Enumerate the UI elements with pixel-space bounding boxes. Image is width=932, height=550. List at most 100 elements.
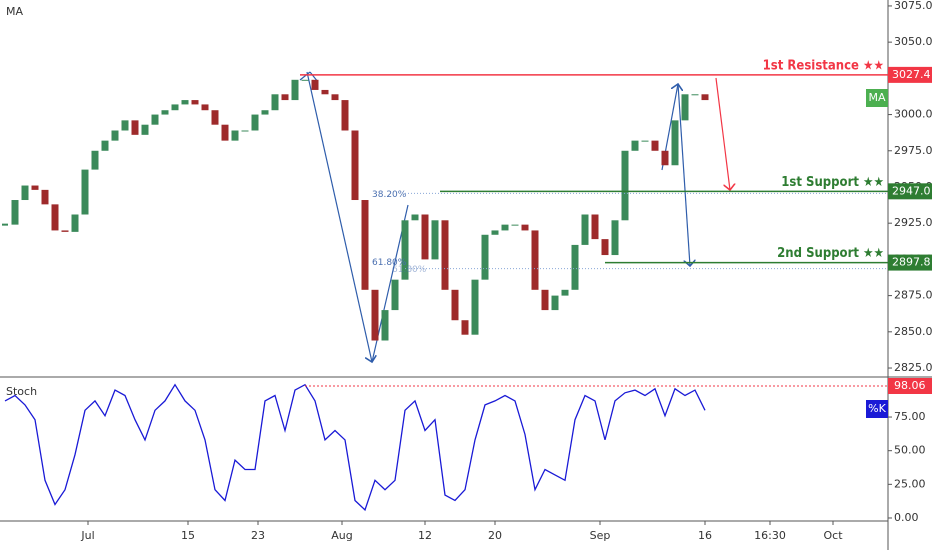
- x-tick-label: 16:30: [754, 529, 786, 542]
- ma-badge: [866, 89, 888, 107]
- candle: [111, 130, 119, 141]
- candle: [391, 279, 399, 311]
- trend-arrow: [306, 71, 372, 362]
- candle: [81, 169, 89, 215]
- candle: [581, 214, 589, 245]
- ma-badge-label: MA: [868, 91, 885, 104]
- candle: [31, 185, 39, 190]
- candle: [361, 200, 369, 290]
- candle: [51, 204, 59, 231]
- stoch-line: [4, 383, 706, 512]
- candle: [211, 110, 219, 125]
- candle: [371, 289, 379, 341]
- candle: [141, 124, 149, 135]
- candle: [181, 100, 189, 105]
- level-badge-label: 2897.8: [892, 256, 931, 269]
- y-tick-label: 2975.0: [894, 144, 932, 157]
- candle: [451, 289, 459, 321]
- candle: [311, 79, 319, 90]
- trend-arrow: [677, 83, 690, 266]
- candle: [41, 189, 49, 205]
- candle: [121, 120, 129, 131]
- level-badge: [888, 66, 932, 83]
- x-tick-label: 16: [698, 529, 712, 542]
- candle: [471, 279, 479, 335]
- candle: [91, 150, 99, 170]
- candle: [491, 230, 499, 235]
- candle: [521, 224, 529, 231]
- candle: [61, 230, 69, 232]
- y-tick-label: 2875.0: [894, 289, 932, 302]
- stoch-last-label: 98.06: [894, 379, 926, 392]
- x-tick-label: 12: [418, 529, 432, 542]
- candle: [231, 130, 239, 141]
- candle: [461, 320, 469, 335]
- candle: [131, 120, 139, 135]
- candle: [221, 124, 229, 141]
- candle: [161, 110, 169, 115]
- stoch-label: Stoch: [6, 385, 37, 398]
- candle: [651, 140, 659, 151]
- candle: [571, 244, 579, 290]
- candle: [281, 94, 289, 101]
- y-tick-label: 2850.0: [894, 325, 932, 338]
- stoch-last-badge: [888, 377, 932, 394]
- stoch-legend-badge: [866, 400, 888, 418]
- candle: [701, 94, 709, 101]
- x-tick-label: 15: [181, 529, 195, 542]
- candle: [511, 224, 519, 226]
- candle: [321, 89, 329, 95]
- level-badge: [888, 183, 932, 200]
- candle: [401, 220, 409, 280]
- candle: [541, 289, 549, 311]
- indicator-label: MA: [6, 5, 23, 18]
- candle: [251, 114, 259, 131]
- y-tick-label: 2925.0: [894, 216, 932, 229]
- candle: [11, 200, 19, 225]
- candle: [591, 214, 599, 240]
- candle: [561, 289, 569, 296]
- candle: [191, 100, 199, 105]
- candle: [501, 224, 509, 231]
- level-label: 2nd Support ★★: [777, 246, 884, 261]
- candle: [611, 220, 619, 256]
- candle: [101, 140, 109, 151]
- y-tick-label: 3050.0: [894, 35, 932, 48]
- x-tick-label: Jul: [80, 529, 94, 542]
- candle: [201, 104, 209, 111]
- x-tick-label: Oct: [823, 529, 843, 542]
- x-tick-label: 20: [488, 529, 502, 542]
- target-arrow: [715, 77, 730, 190]
- y2-tick-label: 75.00: [894, 410, 926, 423]
- candle: [551, 295, 559, 311]
- x-tick-label: Aug: [331, 529, 352, 542]
- candle: [351, 130, 359, 201]
- candle: [441, 220, 449, 290]
- y-tick-label: 3000.0: [894, 108, 932, 121]
- candle: [661, 150, 669, 166]
- x-tick-label: 23: [251, 529, 265, 542]
- y-tick-label: 2825.0: [894, 361, 932, 374]
- candle: [631, 140, 639, 151]
- candle: [241, 130, 249, 132]
- fib-label: 61.80%: [372, 258, 407, 268]
- candle: [301, 79, 309, 81]
- candle: [21, 185, 29, 201]
- level-label: 1st Support ★★: [781, 175, 884, 190]
- candle: [641, 140, 649, 142]
- y2-tick-label: 0.00: [894, 511, 919, 524]
- stoch-legend: %K: [868, 402, 886, 415]
- y-tick-label: 3075.0: [894, 0, 932, 12]
- trend-arrow: [299, 71, 311, 81]
- candle: [261, 110, 269, 115]
- candle: [421, 214, 429, 260]
- candle: [341, 100, 349, 131]
- candle: [411, 214, 419, 221]
- candle: [691, 94, 699, 96]
- x-tick-label: Sep: [590, 529, 611, 542]
- candle: [531, 230, 539, 290]
- candle: [431, 220, 439, 260]
- fib-label: 38.20%: [372, 190, 407, 200]
- y2-tick-label: 25.00: [894, 477, 926, 490]
